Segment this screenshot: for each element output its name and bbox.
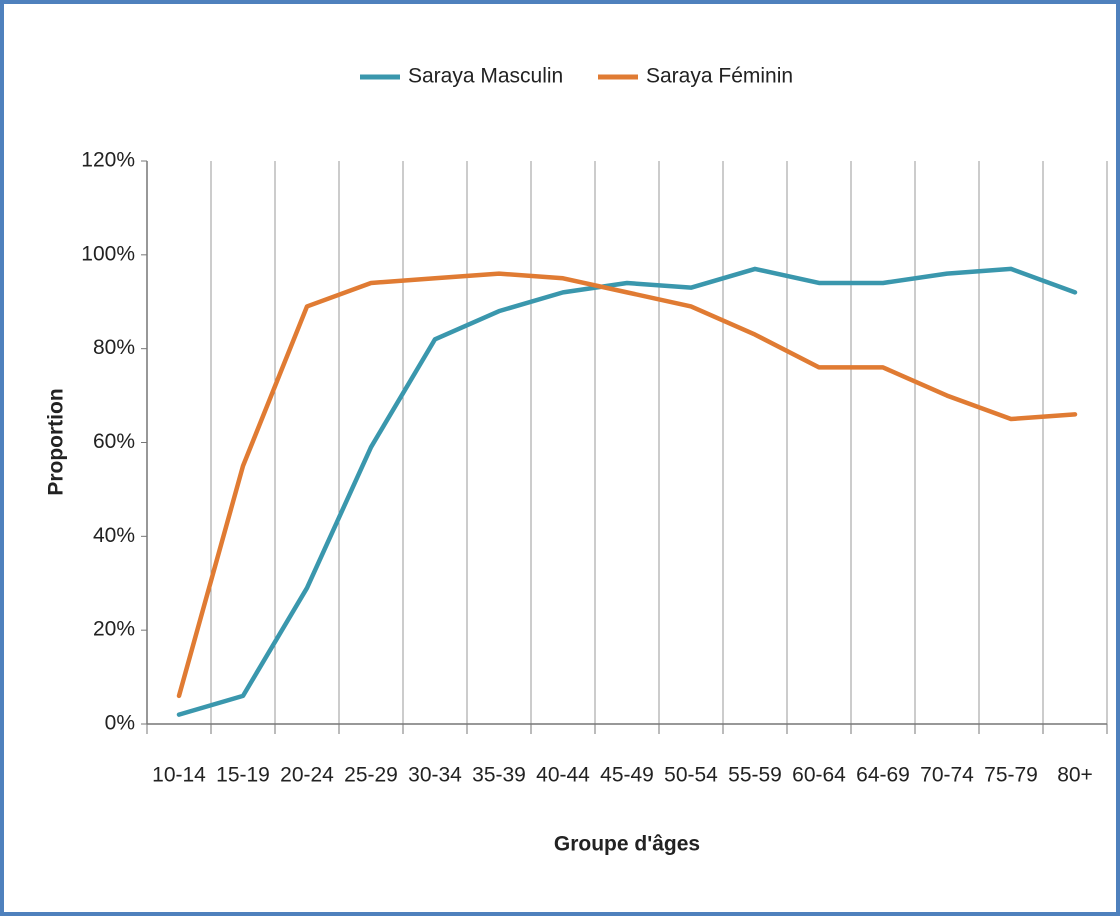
x-axis-title: Groupe d'âges (554, 833, 700, 856)
y-tick-label: 20% (93, 618, 135, 641)
x-tick-label: 35-39 (472, 764, 526, 787)
x-tick-label: 45-49 (600, 764, 654, 787)
y-tick-label: 80% (93, 336, 135, 359)
x-tick-label: 60-64 (792, 764, 846, 787)
x-tick-label: 25-29 (344, 764, 398, 787)
x-tick-label: 70-74 (920, 764, 974, 787)
series-line (176, 266, 1078, 717)
y-tick-label: 100% (81, 242, 135, 265)
y-tick-label: 60% (93, 430, 135, 453)
x-tick-label: 80+ (1057, 764, 1093, 787)
x-tick-label: 55-59 (728, 764, 782, 787)
legend-label: Saraya Féminin (646, 65, 793, 88)
x-tick-label: 50-54 (664, 764, 718, 787)
y-tick-label: 0% (105, 712, 135, 735)
x-tick-label: 30-34 (408, 764, 462, 787)
legend-label: Saraya Masculin (408, 65, 563, 88)
x-tick-label: 20-24 (280, 764, 334, 787)
y-tick-label: 40% (93, 524, 135, 547)
x-tick-label: 75-79 (984, 764, 1038, 787)
x-tick-label: 40-44 (536, 764, 590, 787)
y-axis-title: Proportion (45, 388, 68, 495)
x-tick-label: 15-19 (216, 764, 270, 787)
y-tick-label: 120% (81, 149, 135, 172)
x-tick-label: 10-14 (152, 764, 206, 787)
series-line (176, 271, 1078, 699)
x-tick-label: 64-69 (856, 764, 910, 787)
